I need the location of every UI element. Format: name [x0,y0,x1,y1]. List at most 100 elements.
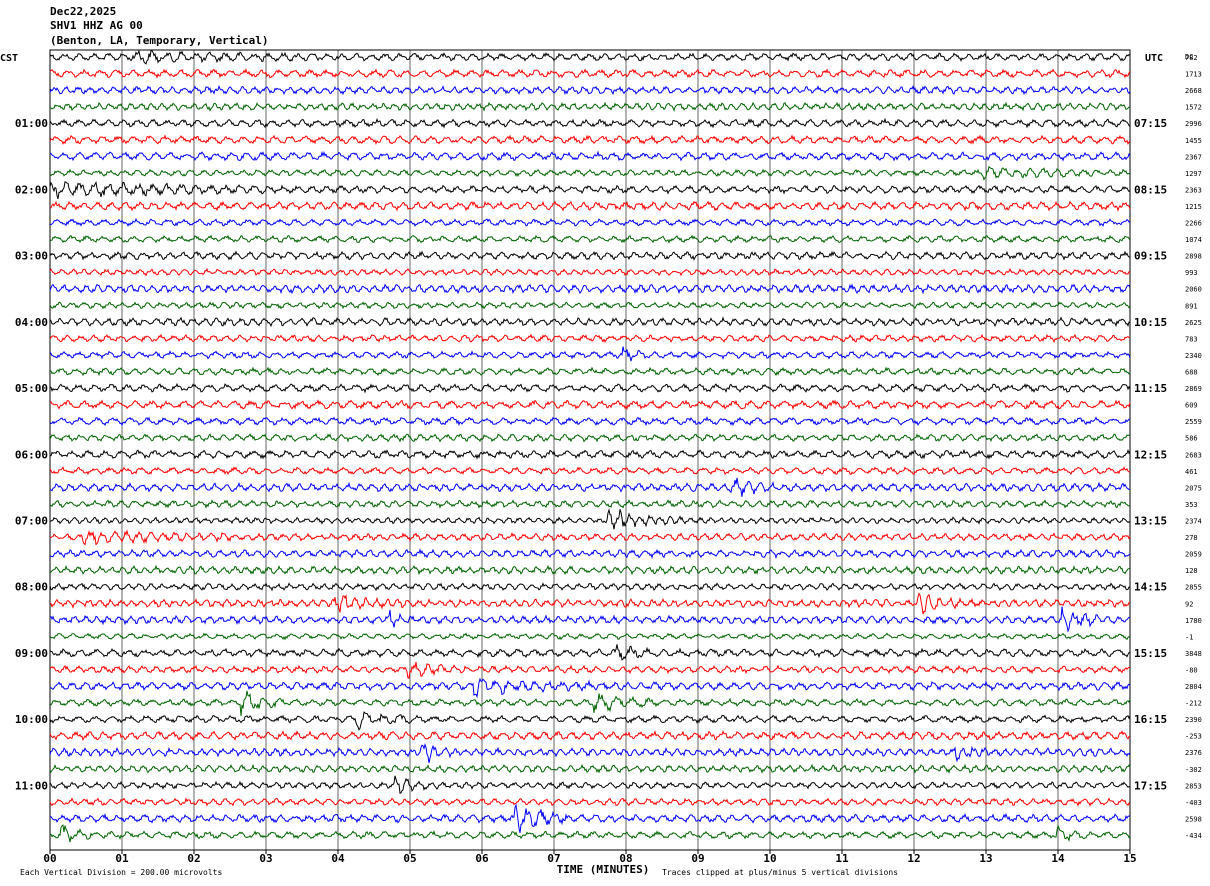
x-tick-label: 12 [907,852,920,865]
x-tick-label: 01 [115,852,129,865]
utc-time-label: 11:15 [1134,382,1167,395]
dc-offset-label: 1074 [1185,236,1202,244]
dc-offset-label: 609 [1185,402,1198,410]
utc-time-label: 14:15 [1134,581,1167,594]
seismic-trace [49,267,1131,277]
seismic-trace [49,711,1131,731]
x-axis-label: TIME (MINUTES) [557,863,650,876]
seismic-trace [49,466,1131,476]
seismic-trace [49,101,1131,112]
utc-time-label: 12:15 [1134,448,1167,461]
dc-offset-label: 353 [1185,501,1198,509]
seismic-trace [49,366,1131,377]
seismic-trace [49,644,1131,661]
x-tick-label: 10 [763,852,776,865]
seismic-trace [49,316,1131,328]
dc-offset-label: -302 [1185,766,1202,774]
seismic-trace [49,548,1131,559]
seismic-trace [49,250,1131,261]
dc-offset-label: 92 [1185,600,1193,608]
seismic-trace [49,582,1131,592]
seismic-trace [49,477,1131,497]
dc-offset-label: 1572 [1185,104,1202,112]
x-tick-label: 04 [331,852,345,865]
station-label: SHV1 HHZ AG 00 [50,19,143,32]
cst-time-label: 09:00 [15,647,48,660]
seismic-trace [49,661,1131,679]
dc-offset-label: 2374 [1185,517,1202,525]
seismic-trace [49,200,1131,212]
plot-frame [49,49,1131,851]
seismic-trace [49,165,1131,181]
seismic-trace [49,824,1131,843]
location-label: (Benton, LA, Temporary, Vertical) [50,34,269,47]
seismic-trace [49,729,1131,742]
x-tick-label: 05 [403,852,416,865]
x-tick-label: 00 [43,852,56,865]
dc-offset-label: 2804 [1185,683,1202,691]
dc-offset-label: 2266 [1185,220,1202,228]
seismic-trace [49,564,1131,576]
utc-time-label: 15:15 [1134,647,1167,660]
dc-offset-label: 2363 [1185,186,1202,194]
seismic-trace [49,301,1131,310]
dc-offset-label: 461 [1185,468,1198,476]
dc-offset-label: 1780 [1185,617,1202,625]
seismic-trace [49,217,1131,227]
dc-offset-label: 993 [1185,269,1198,277]
utc-time-label: 08:15 [1134,183,1167,196]
dc-offset-label: 2390 [1185,716,1202,724]
dc-offset-label: 3848 [1185,650,1202,658]
dc-offset-label: 1455 [1185,137,1202,145]
dc-offset-label: 2598 [1185,815,1202,823]
seismic-trace [49,234,1131,244]
seismic-trace [49,499,1131,509]
seismic-trace [50,677,1131,699]
dc-offset-label: 278 [1185,534,1198,542]
cst-time-label: 02:00 [15,183,48,196]
dc-offset-label: 2376 [1185,749,1202,757]
date-label: Dec22,2025 [50,5,117,18]
x-tick-label: 09 [691,852,704,865]
x-tick-label: 14 [1051,852,1065,865]
utc-axis-label: UTC [1145,53,1163,64]
utc-time-label: 16:15 [1134,713,1167,726]
utc-time-label: 10:15 [1134,316,1167,329]
cst-time-label: 07:00 [15,514,48,527]
seismic-trace [49,606,1131,633]
seismic-trace [49,690,1131,717]
seismic-trace [49,181,1131,199]
dc-offset-label: 2559 [1185,418,1202,426]
cst-time-label: 03:00 [15,250,48,263]
dc-offset-label: 688 [1185,369,1198,377]
utc-time-label: 07:15 [1134,117,1167,130]
cst-axis-label: CST [0,53,18,64]
x-tick-label: 02 [187,852,200,865]
dc-offset-label: 128 [1185,567,1198,575]
seismic-trace [49,529,1131,546]
cst-time-label: 06:00 [15,448,48,461]
dc-offset-label: 2853 [1185,782,1202,790]
dc-offset-label: -80 [1185,666,1198,674]
dc-offset-label: 2367 [1185,153,1202,161]
seismic-trace [49,68,1131,79]
seismic-trace [49,416,1130,427]
seismic-trace [49,743,1131,764]
dc-offset-label: 2683 [1185,451,1202,459]
utc-time-label: 09:15 [1134,250,1167,263]
dc-offset-label: 2869 [1185,385,1202,393]
dc-offset-label: 2996 [1185,120,1202,128]
seismic-trace [49,399,1131,411]
scale-note: Each Vertical Division = 200.00 microvol… [20,868,223,877]
cst-time-label: 01:00 [15,117,48,130]
cst-time-label: 10:00 [15,713,48,726]
dc-offset-label: -434 [1185,832,1202,840]
dc-offset-label: -1 [1185,633,1193,641]
seismic-trace [49,382,1131,394]
seismic-trace [49,134,1131,145]
x-tick-label: 06 [475,852,489,865]
dc-offset-label: -212 [1185,700,1202,708]
dc-offset-label: 2060 [1185,286,1202,294]
